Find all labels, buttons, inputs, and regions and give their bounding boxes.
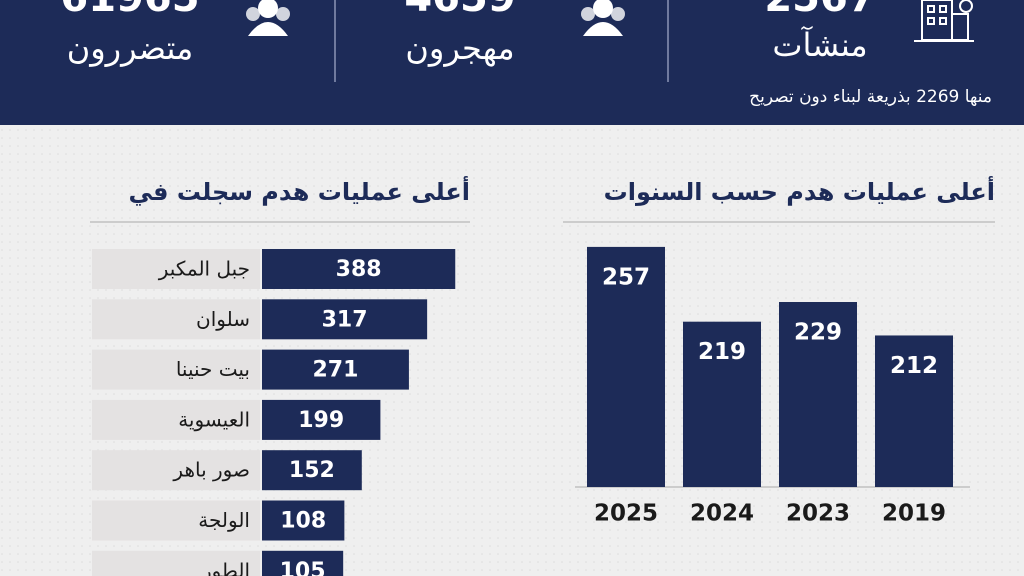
value-label: 199: [298, 408, 344, 433]
building-icon: [914, 0, 974, 42]
x-tick-label: 2025: [594, 501, 658, 527]
category-label: الولجة: [198, 508, 250, 532]
category-box: [92, 399, 260, 440]
stat-value: 4659: [404, 0, 515, 21]
category-box: [92, 450, 260, 491]
x-tick-label: 2024: [690, 501, 754, 527]
category-box: [92, 500, 260, 541]
bar: [875, 335, 953, 487]
bar: [262, 299, 428, 340]
bar: [262, 500, 345, 541]
category-box: [92, 249, 260, 289]
stat-label: متضررون: [67, 29, 194, 67]
value-label: 105: [280, 559, 326, 576]
chart-title: أعلى عمليات هدم حسب السنوات: [604, 176, 995, 206]
bar: [262, 550, 344, 576]
category-box: [92, 550, 260, 576]
value-label: 212: [890, 353, 938, 379]
stat-value: 61965: [60, 0, 199, 21]
category-label: بيت حنينا: [176, 357, 250, 381]
people-icon: [246, 0, 290, 36]
header-band: [0, 0, 1024, 125]
value-label: 271: [312, 358, 358, 383]
stat-label: مهجرون: [405, 29, 514, 67]
stat-note: منها 2269 بذريعة لبناء دون تصريح: [749, 87, 992, 107]
bar: [683, 321, 761, 487]
value-label: 388: [336, 257, 382, 282]
category-label: سلوان: [196, 307, 250, 331]
x-tick-label: 2023: [786, 501, 850, 527]
category-label: صور باهر: [172, 458, 250, 482]
bar: [262, 399, 381, 440]
bar: [587, 246, 665, 487]
value-label: 229: [794, 320, 842, 346]
value-label: 257: [602, 264, 650, 290]
category-box: [92, 299, 260, 340]
stat-value: 2567: [764, 0, 875, 21]
bar: [262, 349, 409, 390]
value-label: 317: [322, 307, 368, 332]
value-label: 108: [280, 509, 326, 534]
people-icon: [581, 0, 625, 36]
category-label: جبل المكبر: [158, 257, 250, 281]
x-tick-label: 2019: [882, 501, 946, 527]
value-label: 219: [698, 339, 746, 365]
category-label: الطور: [201, 558, 250, 576]
chart-title: أعلى عمليات هدم سجلت في: [128, 176, 470, 206]
bar: [779, 302, 857, 487]
bar: [262, 249, 456, 289]
stat-label: منشآت: [772, 25, 867, 64]
category-box: [92, 349, 260, 390]
category-label: العيسوية: [178, 407, 250, 431]
value-label: 152: [289, 458, 335, 483]
bar: [262, 450, 362, 491]
